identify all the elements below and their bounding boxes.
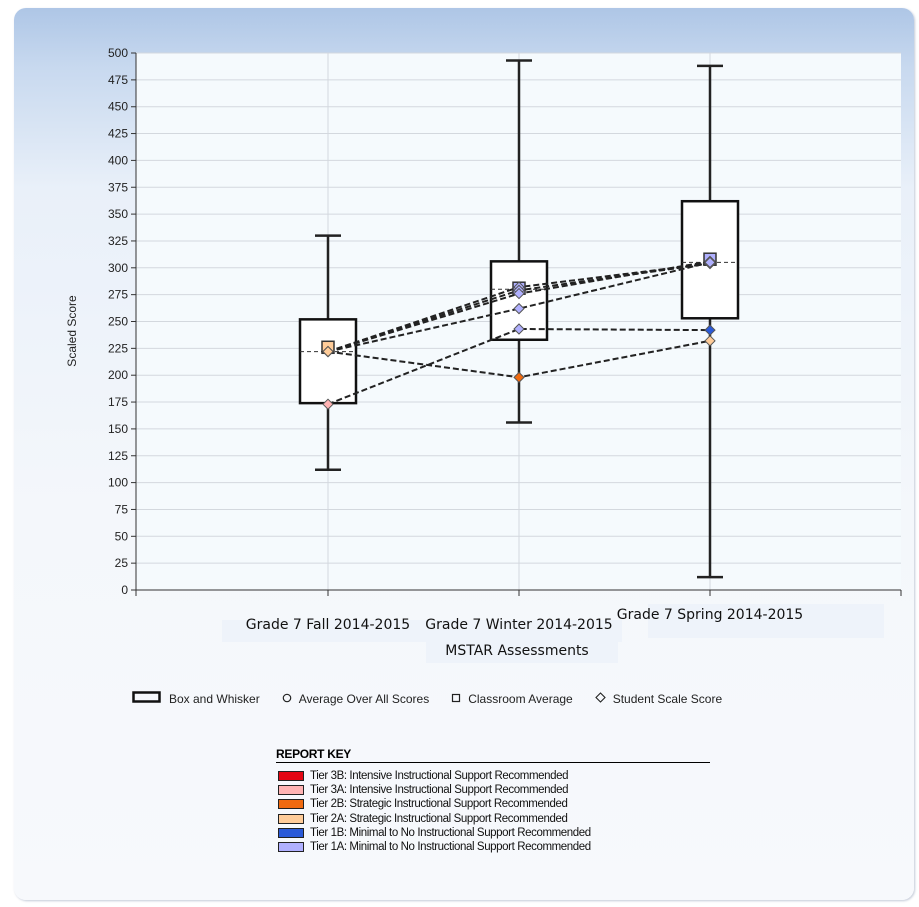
y-tick-label: 275 <box>108 288 128 302</box>
legend-item-diamond: Student Scale Score <box>594 691 723 706</box>
y-tick-label: 0 <box>121 583 128 597</box>
box-symbol-icon <box>132 691 162 706</box>
box <box>298 318 358 405</box>
report-key-list: Tier 3B: Intensive Instructional Support… <box>276 769 710 854</box>
box-whisker-chart: 0 25 50 75 100 125 150 175 200 225 250 275 300 325 350… <box>65 46 902 663</box>
chart-panel: 0 25 50 75 100 125 150 175 200 225 250 275 300 325 350… <box>14 8 914 900</box>
report-key-title: REPORT KEY <box>276 747 710 763</box>
student-score-marker <box>704 335 716 347</box>
markers <box>321 252 717 410</box>
circle-symbol-icon <box>282 692 292 706</box>
y-tick-label: 25 <box>115 556 129 570</box>
tier-label: Tier 2A: Strategic Instructional Support… <box>310 812 568 825</box>
report-key-item: Tier 1B: Minimal to No Instructional Sup… <box>276 826 710 840</box>
y-tick-label: 325 <box>108 234 128 248</box>
box <box>680 199 740 320</box>
legend-label: Classroom Average <box>468 691 573 706</box>
student-score-marker <box>513 323 525 335</box>
report-key: REPORT KEY Tier 3B: Intensive Instructio… <box>276 747 710 854</box>
report-key-item: Tier 2A: Strategic Instructional Support… <box>276 812 710 826</box>
x-axis-title: MSTAR Assessments <box>445 643 588 659</box>
y-axis-title: Scaled Score <box>65 295 79 367</box>
legend-item-box: Box and Whisker <box>132 691 260 706</box>
legend-item-circle: Average Over All Scores <box>282 691 430 706</box>
y-tick-label: 300 <box>108 261 128 275</box>
tier-label: Tier 1B: Minimal to No Instructional Sup… <box>310 826 591 839</box>
y-tick-label: 50 <box>115 529 129 543</box>
y-tick-label: 250 <box>108 315 128 329</box>
student-score-marker <box>322 398 334 410</box>
y-tick-label: 475 <box>108 73 128 87</box>
report-key-item: Tier 2B: Strategic Instructional Support… <box>276 797 710 811</box>
student-line <box>327 327 711 406</box>
legend: Box and Whisker Average Over All Scores … <box>132 691 744 706</box>
diamond-symbol-icon <box>594 691 606 706</box>
report-key-item: Tier 1A: Minimal to No Instructional Sup… <box>276 840 710 854</box>
student-score-marker <box>513 371 525 384</box>
legend-label: Average Over All Scores <box>298 691 430 706</box>
y-tick-label: 350 <box>108 207 128 221</box>
boxes <box>298 59 740 579</box>
tier-swatch <box>278 799 304 810</box>
student-score-marker <box>322 345 334 358</box>
y-tick-label: 450 <box>108 100 128 114</box>
tier-label: Tier 2B: Strategic Instructional Support… <box>310 798 568 811</box>
x-axis-title-bg <box>426 635 618 663</box>
y-tick-label: 375 <box>108 180 128 194</box>
report-key-item: Tier 3B: Intensive Instructional Support… <box>276 769 710 783</box>
y-axis: 0 25 50 75 100 125 150 175 200 225 250 275 300 325 350… <box>108 46 137 597</box>
y-tick-label: 100 <box>108 476 128 490</box>
y-tick-label: 500 <box>108 46 128 60</box>
tier-label: Tier 1A: Minimal to No Instructional Sup… <box>310 841 591 854</box>
y-tick-label: 400 <box>108 153 128 167</box>
legend-label: Student Scale Score <box>612 691 723 706</box>
y-tick-label: 175 <box>108 395 128 409</box>
y-tick-label: 200 <box>108 368 128 382</box>
tier-swatch <box>278 842 304 853</box>
x-category-label: Grade 7 Spring 2014-2015 <box>617 607 803 623</box>
tier-swatch <box>278 785 304 796</box>
student-line <box>327 261 711 353</box>
tier-label: Tier 3A: Intensive Instructional Support… <box>310 784 569 797</box>
y-tick-label: 425 <box>108 127 128 141</box>
tier-label: Tier 3B: Intensive Instructional Support… <box>310 770 569 783</box>
tier-swatch <box>278 827 304 838</box>
legend-item-square: Classroom Average <box>451 692 573 706</box>
y-tick-label: 75 <box>115 502 129 516</box>
x-category-label: Grade 7 Fall 2014-2015 <box>246 617 410 633</box>
student-score-marker <box>513 302 525 315</box>
tier-swatch <box>278 813 304 824</box>
x-axis <box>135 589 902 596</box>
x-category-bg <box>648 604 884 638</box>
x-category-bg <box>222 620 438 642</box>
y-tick-label: 125 <box>108 449 128 463</box>
square-symbol-icon <box>451 692 461 706</box>
report-key-item: Tier 3A: Intensive Instructional Support… <box>276 783 710 797</box>
legend-label: Box and Whisker <box>169 691 260 706</box>
y-tick-label: 225 <box>108 341 128 355</box>
student-score-marker <box>513 287 525 300</box>
student-score-marker <box>704 324 716 336</box>
y-tick-label: 150 <box>108 422 128 436</box>
student-score-marker <box>704 256 716 269</box>
tier-swatch <box>278 771 304 782</box>
x-category-label: Grade 7 Winter 2014-2015 <box>425 617 612 633</box>
